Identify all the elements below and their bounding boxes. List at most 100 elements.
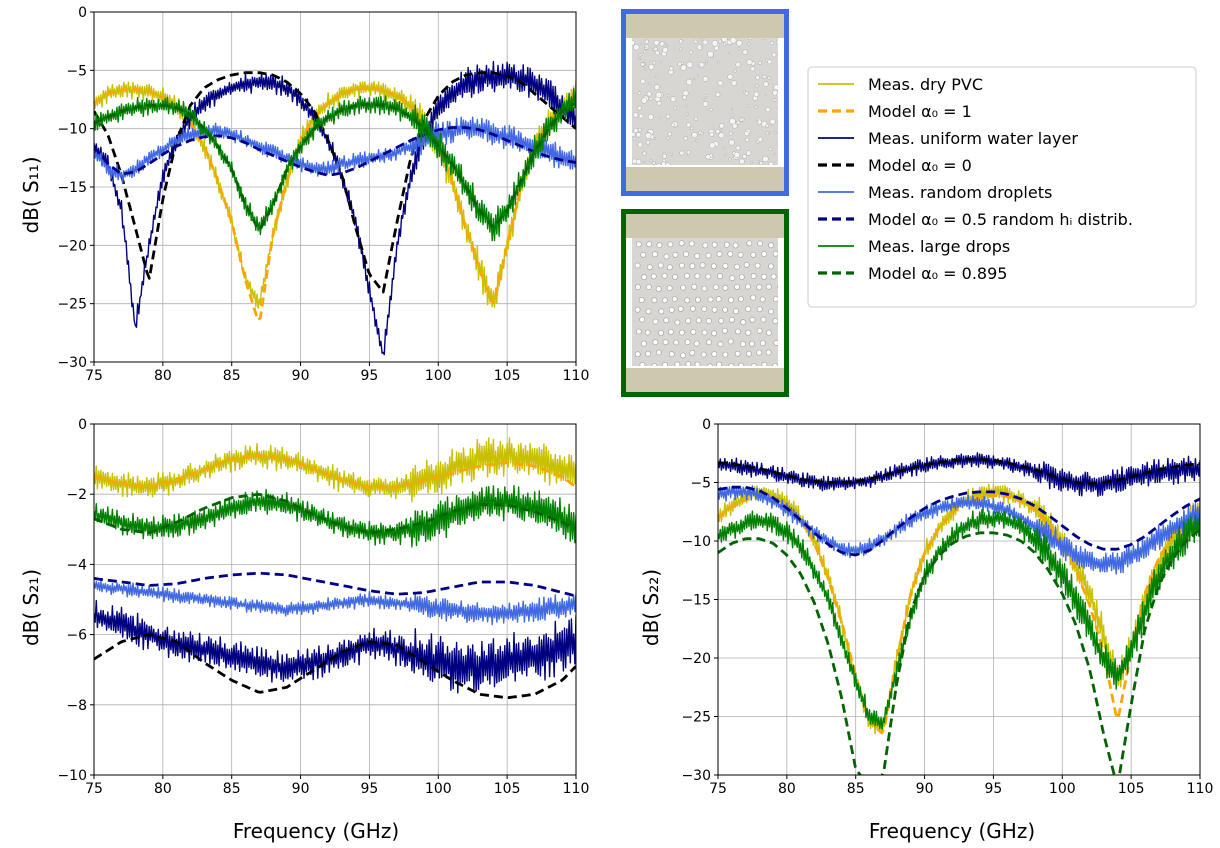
droplet	[637, 91, 642, 96]
legend-label: Meas. uniform water layer	[868, 129, 1078, 148]
large-drops-pattern	[634, 240, 778, 366]
droplet	[632, 112, 639, 118]
droplet	[670, 96, 677, 103]
legend-label: Model α₀ = 0.5 random hᵢ distrib.	[868, 210, 1133, 229]
droplet	[742, 49, 748, 55]
drop	[759, 340, 766, 346]
drop	[652, 339, 659, 346]
drop	[689, 350, 696, 356]
droplet	[670, 122, 676, 128]
drop	[738, 362, 745, 366]
droplet	[709, 142, 716, 149]
droplet	[632, 91, 634, 94]
y-axis-label: dB( S₂₂)	[639, 569, 663, 646]
drop	[661, 272, 668, 279]
drop	[749, 340, 755, 347]
droplet	[685, 78, 693, 86]
droplet	[757, 119, 762, 125]
drop	[657, 262, 664, 269]
droplet	[729, 38, 737, 44]
tape-strip	[626, 368, 784, 392]
series-line-model-0	[718, 457, 1200, 486]
legend-label: Model α₀ = 0	[868, 156, 972, 175]
droplet	[718, 132, 725, 139]
droplet	[765, 107, 771, 113]
droplet	[733, 69, 738, 73]
series-line-meas-random-droplets	[718, 485, 1200, 575]
drop	[724, 241, 730, 248]
drop	[772, 318, 778, 324]
x-tick-label: 100	[425, 368, 452, 384]
drop	[655, 349, 662, 356]
x-tick-label: 110	[563, 368, 590, 384]
droplet	[666, 94, 671, 98]
droplet	[653, 39, 660, 46]
droplet	[678, 39, 683, 44]
droplet	[753, 91, 760, 98]
drop	[701, 306, 708, 312]
x-tick-label: 100	[425, 781, 452, 797]
droplet	[635, 132, 642, 138]
drop	[651, 297, 658, 304]
drop	[705, 273, 712, 280]
series-line-model-1	[94, 86, 576, 322]
drop	[650, 273, 657, 280]
drop	[711, 306, 718, 313]
drop	[663, 253, 670, 260]
droplet	[690, 126, 694, 130]
drop	[760, 316, 767, 323]
drop	[645, 284, 652, 290]
droplet	[656, 163, 662, 165]
y-tick-label: −2	[66, 487, 87, 503]
drop	[706, 339, 712, 346]
droplet	[652, 161, 656, 165]
drop	[651, 251, 658, 258]
drop	[711, 330, 717, 337]
droplet	[662, 47, 669, 53]
s21-plot: 75 80 85 90 95 100 105 110 0 −2 −4 −6 −8 −10 dB( S₂₁)	[19, 417, 589, 797]
droplet	[735, 145, 741, 151]
drop	[695, 296, 701, 303]
drop	[651, 363, 658, 366]
droplet	[679, 150, 685, 156]
drop	[717, 341, 724, 348]
x-tick-label: 80	[778, 781, 796, 797]
series-line-meas-dry-pvc	[718, 483, 1200, 735]
droplet	[743, 130, 750, 137]
drop	[761, 251, 768, 257]
y-tick-label: −6	[66, 628, 87, 644]
droplet-sheet	[632, 38, 778, 165]
droplet	[661, 161, 667, 165]
drop	[743, 261, 750, 268]
legend-label: Model α₀ = 1	[868, 102, 972, 121]
droplet	[717, 61, 721, 65]
droplet	[655, 91, 662, 99]
drop	[713, 284, 719, 290]
drop	[717, 273, 723, 280]
y-tick-label: −15	[681, 593, 711, 609]
drop	[678, 262, 685, 269]
drop	[663, 317, 670, 324]
tape-strip	[626, 14, 784, 38]
droplet	[707, 50, 714, 58]
droplet	[642, 151, 647, 156]
droplet	[757, 136, 763, 142]
droplet	[742, 154, 747, 159]
droplet	[666, 136, 670, 140]
drop	[634, 351, 641, 358]
drop	[711, 351, 718, 357]
drop	[668, 351, 675, 358]
y-tick-label: −5	[690, 476, 711, 492]
drop	[728, 316, 735, 323]
drop	[770, 273, 777, 280]
drop	[733, 308, 739, 315]
drop	[645, 308, 652, 315]
series-line-model-0-5-random-h-distrib-	[94, 571, 576, 598]
drop	[640, 340, 647, 347]
drop	[765, 329, 772, 336]
droplet	[632, 131, 636, 137]
droplet	[638, 53, 642, 57]
droplet	[637, 127, 642, 132]
drop	[634, 262, 641, 269]
droplet	[769, 118, 776, 125]
